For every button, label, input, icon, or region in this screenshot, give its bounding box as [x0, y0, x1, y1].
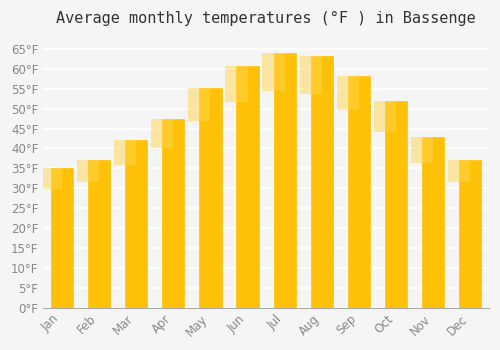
Bar: [374, 102, 396, 132]
Bar: [262, 53, 284, 91]
Bar: [226, 66, 248, 102]
Bar: [459, 160, 481, 308]
Title: Average monthly temperatures (°F ) in Bassenge: Average monthly temperatures (°F ) in Ba…: [56, 11, 476, 26]
Bar: [200, 88, 222, 308]
Bar: [274, 53, 296, 308]
Bar: [236, 66, 258, 308]
Bar: [151, 119, 174, 148]
Bar: [188, 88, 210, 121]
Bar: [348, 76, 370, 308]
Bar: [300, 56, 322, 93]
Bar: [77, 160, 99, 182]
Bar: [422, 137, 444, 308]
Bar: [125, 140, 148, 308]
Bar: [385, 102, 407, 308]
Bar: [51, 168, 73, 308]
Bar: [336, 76, 359, 110]
Bar: [411, 137, 433, 163]
Bar: [448, 160, 470, 182]
Bar: [40, 168, 62, 189]
Bar: [310, 56, 333, 308]
Bar: [88, 160, 110, 308]
Bar: [114, 140, 136, 165]
Bar: [162, 119, 184, 308]
